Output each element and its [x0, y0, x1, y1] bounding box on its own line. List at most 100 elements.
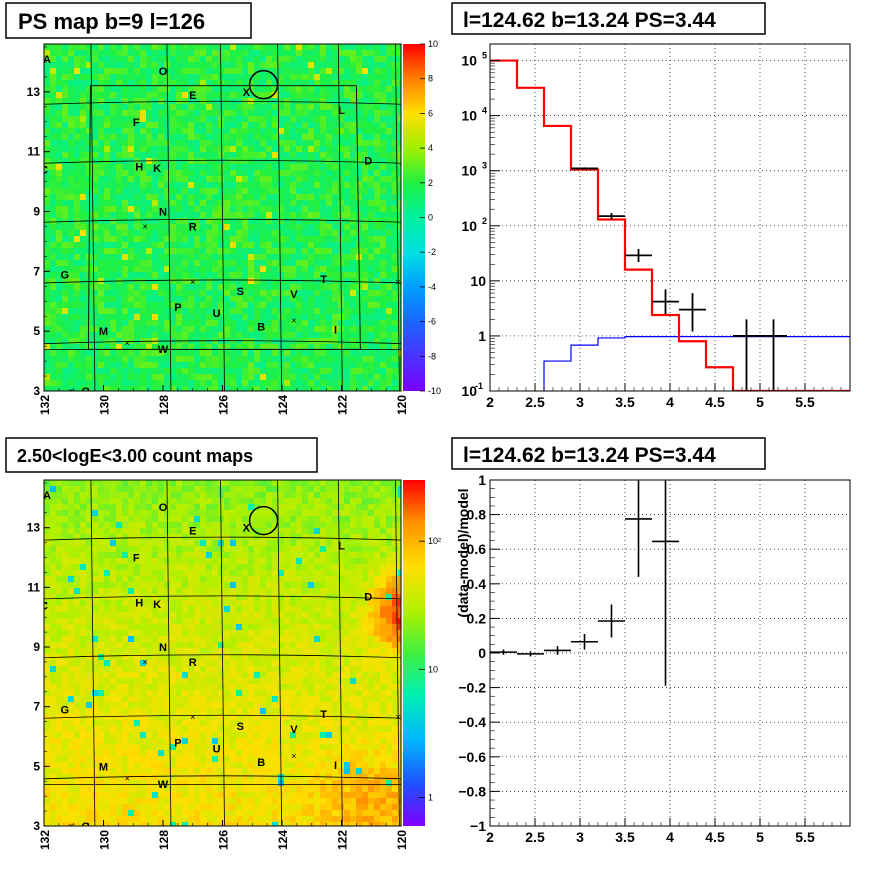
ps-map-cell — [194, 314, 201, 321]
ps-map-cell — [200, 350, 207, 357]
ps-map-cell — [374, 206, 381, 213]
ps-map-cell — [122, 194, 129, 201]
ps-map-cell — [356, 308, 363, 315]
count-map-cell — [260, 582, 267, 589]
count-map-cell — [368, 504, 375, 511]
ps-map-cell — [350, 170, 357, 177]
count-map-cell — [314, 552, 321, 559]
count-map-cell — [164, 582, 171, 589]
ps-map-cell — [110, 230, 117, 237]
ps-map-source-label: B — [257, 322, 265, 334]
ps-map-cell — [212, 218, 219, 225]
ps-map-cell — [248, 116, 255, 123]
ps-map-cell — [164, 368, 171, 375]
ps-map-cell — [230, 356, 237, 363]
count-map-cell — [74, 486, 81, 493]
count-map-cell — [284, 486, 291, 493]
ps-map-cell — [290, 296, 297, 303]
ps-map-cell — [224, 80, 231, 87]
ps-map-cell — [74, 302, 81, 309]
ps-map-cell — [104, 80, 111, 87]
ps-map-cell — [176, 218, 183, 225]
count-map-cell — [314, 594, 321, 601]
count-map-cell — [110, 558, 117, 565]
ps-map-cell — [128, 320, 135, 327]
ps-map-cell — [398, 296, 401, 303]
count-map-cell — [302, 540, 309, 547]
ps-map-cell — [392, 272, 399, 279]
count-map-cell — [314, 528, 321, 535]
ps-map-cell — [332, 176, 339, 183]
ps-map-cell — [392, 302, 399, 309]
ps-map-cell — [398, 314, 401, 321]
ps-map-cell — [236, 218, 243, 225]
ps-map-cell — [194, 254, 201, 261]
ps-map-cell — [62, 170, 69, 177]
ps-map-cell — [44, 110, 51, 117]
ps-map-cell — [230, 86, 237, 93]
count-map-cell — [248, 516, 255, 523]
ps-map-cell — [44, 284, 51, 291]
ps-map-cell — [206, 194, 213, 201]
map-y-tick-label: 5 — [33, 324, 40, 338]
ps-map-cell — [188, 50, 195, 57]
count-map-cell — [266, 558, 273, 565]
ps-map-cell — [344, 164, 351, 171]
ps-map-cell — [284, 68, 291, 75]
ps-map-cell — [308, 344, 315, 351]
ps-map-cell — [134, 344, 141, 351]
ps-map-cell — [362, 374, 369, 381]
count-map-cell — [182, 510, 189, 517]
ps-map-cell — [380, 248, 387, 255]
ps-map-cell — [212, 272, 219, 279]
ps-map-cell — [116, 272, 123, 279]
count-map-cell — [398, 498, 401, 505]
ps-map-cell — [110, 308, 117, 315]
ps-map-cell — [116, 188, 123, 195]
ps-map-cell — [308, 380, 315, 387]
ps-map-cell — [302, 272, 309, 279]
count-map-cell — [320, 582, 327, 589]
count-map-cell — [44, 522, 51, 529]
ps-map-cell — [122, 362, 129, 369]
ps-map-cell — [56, 296, 63, 303]
ps-map-cell — [248, 266, 255, 273]
map-x-tick-label: 120 — [395, 395, 409, 415]
ps-map-cell — [344, 128, 351, 135]
count-map-cell — [326, 564, 333, 571]
ps-map-cell — [296, 128, 303, 135]
ps-map-cell — [176, 326, 183, 333]
ps-map-cell — [254, 62, 261, 69]
ps-map-cell — [182, 170, 189, 177]
count-map-cell — [332, 492, 339, 499]
ps-map-cell — [368, 230, 375, 237]
ps-map-cell — [224, 362, 231, 369]
ps-map-cell — [284, 110, 291, 117]
count-map-cell — [122, 540, 129, 547]
count-map-cell — [68, 516, 75, 523]
ps-map-cell — [158, 194, 165, 201]
ps-map-cell — [56, 386, 63, 391]
count-map-cell — [266, 582, 273, 589]
ps-map-cell — [212, 332, 219, 339]
count-map-cell — [200, 576, 207, 583]
count-map-cell — [326, 486, 333, 493]
ps-map-cell — [284, 152, 291, 159]
count-map-cell — [374, 588, 381, 595]
ps-map-cell — [122, 122, 129, 129]
ps-map-cell — [98, 290, 105, 297]
ps-map-cell — [290, 146, 297, 153]
ps-map-cell — [56, 278, 63, 285]
ps-map-cell — [62, 140, 69, 147]
ps-map-cell — [50, 254, 57, 261]
ps-map-cell — [50, 50, 57, 57]
ps-map-cell — [182, 74, 189, 81]
ps-map-cell — [332, 266, 339, 273]
count-map-cell — [296, 564, 303, 571]
ps-map-cell — [62, 368, 69, 375]
ps-map-cell — [86, 80, 93, 87]
count-map-cell — [374, 576, 381, 583]
ps-map-cell — [272, 86, 279, 93]
ps-map-cell — [50, 242, 57, 249]
ps-map-cell — [248, 152, 255, 159]
